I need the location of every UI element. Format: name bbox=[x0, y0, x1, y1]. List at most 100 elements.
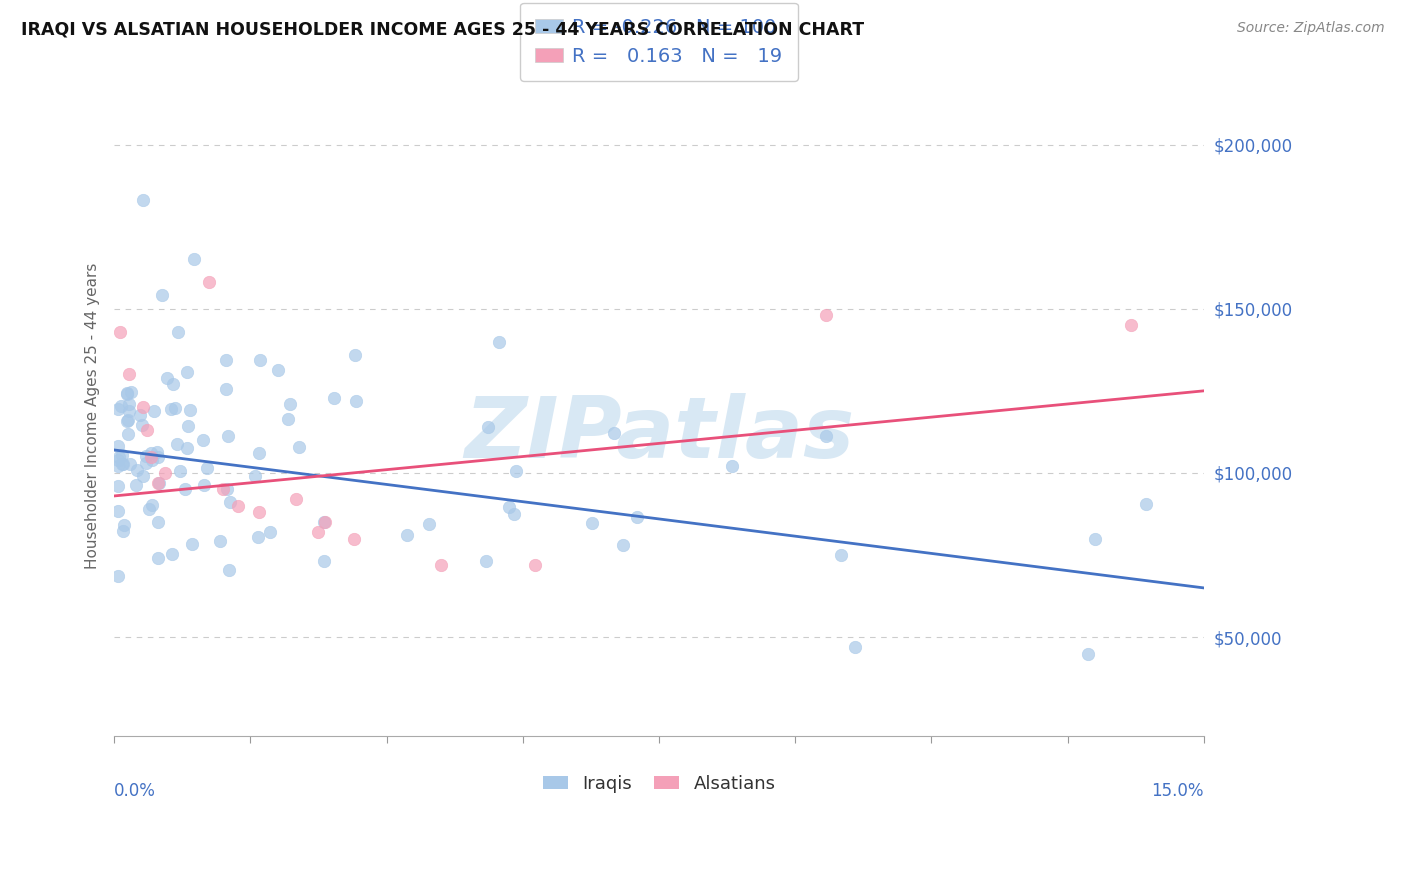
Point bbox=[176, 365, 198, 379]
Point bbox=[135, 457, 157, 471]
Point bbox=[127, 463, 149, 477]
Point bbox=[720, 458, 742, 473]
Point bbox=[396, 528, 419, 542]
Point bbox=[156, 371, 179, 385]
Point bbox=[215, 382, 238, 396]
Point bbox=[217, 429, 239, 443]
Point bbox=[217, 482, 239, 496]
Point bbox=[247, 530, 270, 544]
Point bbox=[146, 475, 169, 490]
Point bbox=[830, 548, 852, 562]
Point bbox=[312, 515, 335, 529]
Point bbox=[125, 477, 148, 491]
Point bbox=[323, 391, 346, 405]
Point bbox=[249, 505, 271, 519]
Point bbox=[118, 397, 141, 411]
Point bbox=[139, 445, 162, 459]
Point bbox=[193, 478, 215, 492]
Point bbox=[180, 537, 202, 551]
Point bbox=[118, 457, 141, 471]
Point bbox=[197, 276, 219, 290]
Point bbox=[176, 441, 198, 455]
Point bbox=[278, 397, 301, 411]
Point bbox=[117, 414, 139, 428]
Point bbox=[167, 325, 190, 339]
Point bbox=[121, 385, 143, 400]
Point bbox=[488, 334, 510, 349]
Point bbox=[110, 399, 132, 413]
Point bbox=[344, 394, 367, 409]
Point bbox=[112, 524, 135, 538]
Point bbox=[107, 402, 129, 417]
Legend: Iraqis, Alsatians: Iraqis, Alsatians bbox=[536, 768, 783, 800]
Point bbox=[150, 288, 173, 302]
Point bbox=[135, 423, 157, 437]
Point bbox=[128, 408, 150, 422]
Point bbox=[107, 479, 129, 493]
Point bbox=[111, 448, 134, 462]
Point bbox=[266, 363, 288, 377]
Point bbox=[215, 352, 238, 367]
Point bbox=[108, 325, 131, 339]
Point bbox=[219, 495, 242, 509]
Point bbox=[314, 515, 336, 529]
Point bbox=[259, 525, 281, 540]
Point bbox=[1076, 647, 1098, 661]
Point bbox=[312, 554, 335, 568]
Point bbox=[107, 439, 129, 453]
Point bbox=[603, 426, 626, 441]
Point bbox=[118, 403, 141, 417]
Point bbox=[112, 457, 135, 471]
Point bbox=[117, 426, 139, 441]
Point bbox=[132, 401, 155, 415]
Point bbox=[430, 558, 453, 572]
Point bbox=[284, 492, 307, 507]
Point bbox=[107, 452, 129, 467]
Point bbox=[107, 569, 129, 583]
Point bbox=[249, 352, 271, 367]
Point bbox=[193, 433, 215, 447]
Y-axis label: Householder Income Ages 25 - 44 years: Householder Income Ages 25 - 44 years bbox=[86, 262, 100, 569]
Point bbox=[418, 516, 440, 531]
Point bbox=[226, 499, 249, 513]
Point bbox=[108, 450, 131, 464]
Point bbox=[115, 387, 138, 401]
Point bbox=[502, 507, 524, 521]
Point bbox=[218, 563, 240, 577]
Point bbox=[139, 450, 162, 464]
Point bbox=[138, 501, 160, 516]
Point bbox=[148, 476, 170, 491]
Point bbox=[581, 516, 603, 530]
Point bbox=[243, 469, 266, 483]
Point bbox=[169, 464, 191, 478]
Point bbox=[135, 450, 157, 464]
Text: Source: ZipAtlas.com: Source: ZipAtlas.com bbox=[1237, 21, 1385, 35]
Point bbox=[288, 441, 311, 455]
Point bbox=[474, 554, 496, 568]
Point bbox=[166, 437, 188, 451]
Point bbox=[112, 517, 135, 532]
Text: ZIPatlas: ZIPatlas bbox=[464, 393, 853, 476]
Point bbox=[162, 548, 184, 562]
Point bbox=[344, 348, 367, 362]
Point bbox=[141, 452, 163, 467]
Point bbox=[209, 534, 232, 549]
Point bbox=[143, 404, 166, 418]
Point bbox=[107, 504, 129, 518]
Point bbox=[477, 420, 499, 434]
Point bbox=[212, 483, 235, 497]
Point bbox=[524, 558, 547, 572]
Point bbox=[343, 532, 366, 546]
Point bbox=[115, 386, 138, 401]
Point bbox=[195, 461, 218, 475]
Point bbox=[814, 429, 837, 443]
Point bbox=[498, 500, 520, 514]
Point bbox=[307, 524, 329, 539]
Point bbox=[160, 402, 183, 417]
Point bbox=[107, 458, 129, 473]
Point bbox=[505, 464, 527, 478]
Point bbox=[1135, 497, 1157, 511]
Point bbox=[1084, 533, 1107, 547]
Point bbox=[177, 419, 200, 434]
Point bbox=[153, 466, 176, 480]
